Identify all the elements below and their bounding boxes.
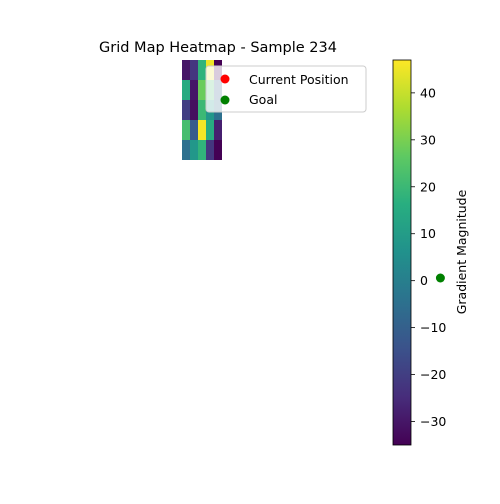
heatmap-cell (206, 140, 214, 160)
chart-title: Grid Map Heatmap - Sample 234 (99, 40, 337, 56)
colorbar-tick-label: 40 (420, 85, 436, 100)
heatmap-cell (198, 100, 206, 120)
colorbar-tick-label: 20 (420, 179, 436, 194)
heatmap-cell (198, 60, 206, 80)
legend-label-current-position: Current Position (249, 72, 349, 87)
heatmap-cell (214, 120, 222, 140)
heatmap-cell (182, 120, 190, 140)
colorbar-tick-label: 30 (420, 132, 436, 147)
point-goal (435, 273, 445, 283)
colorbar: 40 30 20 10 0 −10 −20 −30 Gradient Magnitude (392, 59, 469, 446)
points (435, 273, 445, 283)
legend-marker-goal (220, 95, 230, 105)
colorbar-tick-label: −30 (420, 414, 446, 429)
legend: Current Position Goal (205, 65, 367, 113)
colorbar-tick-label: 10 (420, 226, 436, 241)
heatmap-cell (190, 120, 198, 140)
colorbar-tick-label: −20 (420, 367, 446, 382)
heatmap-cell (198, 120, 206, 140)
legend-label-goal: Goal (249, 92, 277, 107)
colorbar-gradient (392, 59, 412, 446)
heatmap-cell (182, 140, 190, 160)
heatmap-cell (190, 80, 198, 100)
legend-marker-current-position (220, 74, 230, 84)
heatmap-cell (190, 100, 198, 120)
colorbar-tick-label: −10 (420, 320, 446, 335)
heatmap-cell (182, 100, 190, 120)
heatmap-cell (198, 80, 206, 100)
heatmap-cell (182, 60, 190, 80)
heatmap-cell (182, 80, 190, 100)
heatmap-cell (190, 60, 198, 80)
legend-box (205, 65, 367, 113)
colorbar-label: Gradient Magnitude (454, 189, 469, 314)
colorbar-tick-label: 0 (420, 273, 428, 288)
heatmap-cell (198, 140, 206, 160)
colorbar-ticks: 40 30 20 10 0 −10 −20 −30 (411, 85, 446, 429)
heatmap-cell (206, 120, 214, 140)
heatmap-cell (214, 140, 222, 160)
heatmap-cell (190, 140, 198, 160)
